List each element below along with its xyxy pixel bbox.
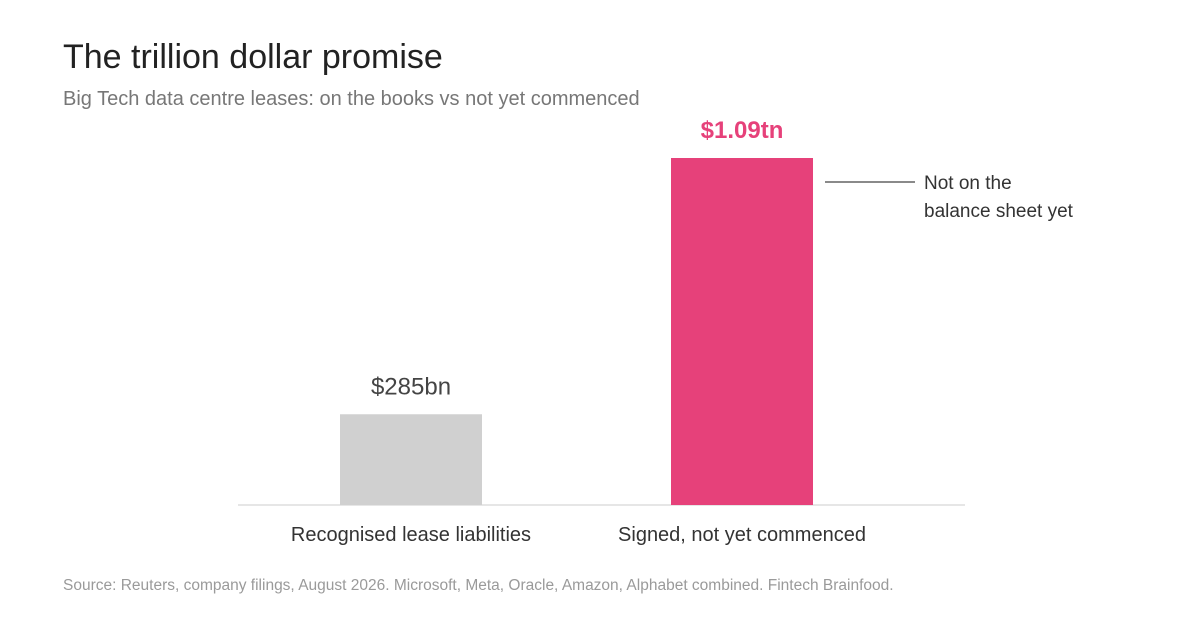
- category-label-recognised: Recognised lease liabilities: [291, 524, 531, 546]
- bars-group: [340, 158, 813, 505]
- value-label-signed: $1.09tn: [701, 117, 784, 144]
- category-labels-group: Recognised lease liabilities Signed, not …: [291, 524, 866, 546]
- annotation-text-line-1: Not on the: [924, 173, 1012, 194]
- bar-signed: [671, 158, 813, 505]
- chart-title: The trillion dollar promise: [63, 38, 443, 76]
- category-label-signed: Signed, not yet commenced: [618, 524, 866, 546]
- annotation-group: Not on the balance sheet yet: [825, 173, 1074, 222]
- annotation-text-line-2: balance sheet yet: [924, 201, 1074, 222]
- value-label-recognised: $285bn: [371, 373, 451, 400]
- source-note: Source: Reuters, company filings, August…: [63, 577, 894, 594]
- bar-recognised: [340, 414, 482, 505]
- chart-subtitle: Big Tech data centre leases: on the book…: [63, 88, 640, 110]
- value-labels-group: $285bn $1.09tn: [371, 117, 783, 400]
